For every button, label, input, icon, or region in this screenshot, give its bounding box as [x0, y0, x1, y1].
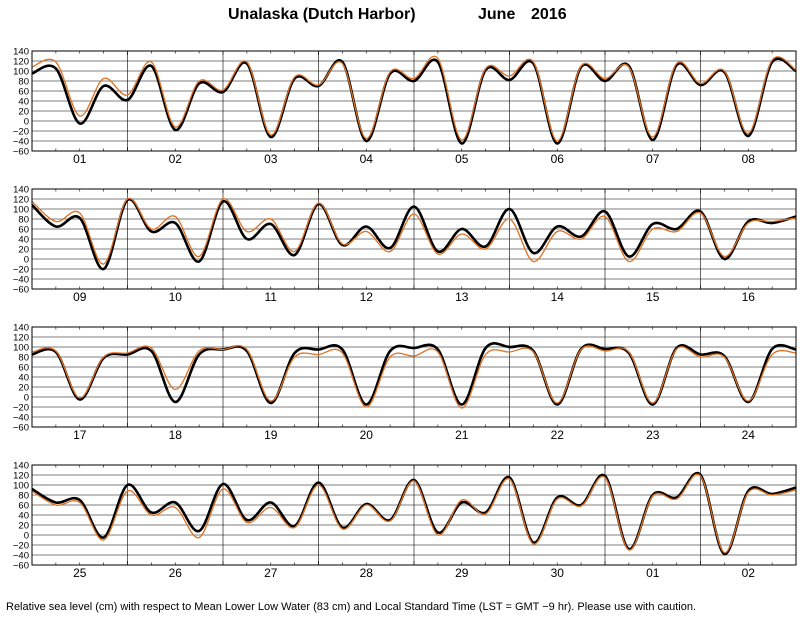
y-tick-label: 0 [24, 531, 29, 542]
day-label: 29 [455, 566, 469, 580]
day-label: 17 [73, 428, 87, 442]
y-tick-label: −40 [13, 275, 29, 286]
day-label: 24 [742, 428, 756, 442]
series-line-observed [32, 345, 796, 409]
y-tick-label: −20 [13, 127, 29, 138]
day-label: 03 [264, 152, 278, 166]
y-tick-label: −60 [13, 423, 29, 434]
day-label: 23 [646, 428, 660, 442]
day-label: 19 [264, 428, 278, 442]
y-tick-label: 100 [13, 481, 29, 492]
y-tick-label: 20 [18, 245, 29, 256]
day-label: 06 [551, 152, 565, 166]
title-month: June [478, 6, 516, 23]
y-tick-label: −60 [13, 285, 29, 296]
y-tick-label: 60 [18, 87, 29, 98]
y-tick-label: 80 [18, 215, 29, 226]
day-label: 07 [646, 152, 660, 166]
day-label: 14 [551, 290, 565, 304]
day-label: 15 [646, 290, 660, 304]
y-tick-label: 80 [18, 491, 29, 502]
y-tick-label: 80 [18, 353, 29, 364]
day-label: 13 [455, 290, 469, 304]
y-tick-label: 120 [13, 333, 29, 344]
y-tick-label: 0 [24, 255, 29, 266]
day-label: 01 [646, 566, 660, 580]
panel-frame [31, 326, 797, 428]
day-label: 18 [169, 428, 183, 442]
day-label: 25 [73, 566, 87, 580]
day-label: 10 [169, 290, 183, 304]
y-tick-label: −40 [13, 413, 29, 424]
y-tick-label: 40 [18, 373, 29, 384]
footer-note: Relative sea level (cm) with respect to … [6, 601, 697, 613]
y-tick-label: −20 [13, 541, 29, 552]
day-label: 21 [455, 428, 469, 442]
y-tick-label: 20 [18, 383, 29, 394]
day-label: 12 [360, 290, 374, 304]
panel-frame [31, 464, 797, 566]
y-tick-label: 140 [13, 47, 29, 58]
y-tick-label: 20 [18, 107, 29, 118]
day-label: 04 [360, 152, 374, 166]
day-label: 20 [360, 428, 374, 442]
y-tick-label: 0 [24, 393, 29, 404]
y-tick-label: 140 [13, 323, 29, 334]
series-line-observed [32, 55, 796, 142]
y-tick-label: 20 [18, 521, 29, 532]
y-tick-label: 120 [13, 471, 29, 482]
y-tick-label: 40 [18, 511, 29, 522]
day-label: 16 [742, 290, 756, 304]
y-tick-label: −40 [13, 551, 29, 562]
series-line-observed [32, 197, 796, 265]
y-tick-label: 140 [13, 461, 29, 472]
day-label: 11 [265, 290, 278, 304]
y-tick-label: −60 [13, 561, 29, 572]
y-tick-label: 40 [18, 235, 29, 246]
y-tick-label: −60 [13, 147, 29, 158]
y-tick-label: 0 [24, 117, 29, 128]
day-label: 09 [73, 290, 87, 304]
y-tick-label: 60 [18, 501, 29, 512]
y-tick-label: 100 [13, 343, 29, 354]
y-tick-label: 120 [13, 57, 29, 68]
day-label: 30 [551, 566, 565, 580]
day-label: 28 [360, 566, 374, 580]
chart-title: Unalaska (Dutch Harbor) June 2016 [0, 6, 800, 26]
series-line-predicted [32, 198, 796, 271]
series-line-observed [32, 473, 796, 554]
y-tick-label: 80 [18, 77, 29, 88]
y-tick-label: 40 [18, 97, 29, 108]
y-tick-label: −40 [13, 137, 29, 148]
y-tick-label: 120 [13, 195, 29, 206]
day-label: 27 [264, 566, 278, 580]
day-label: 01 [73, 152, 87, 166]
day-label: 05 [455, 152, 469, 166]
y-tick-label: 60 [18, 225, 29, 236]
day-label: 08 [742, 152, 756, 166]
day-label: 02 [742, 566, 756, 580]
day-label: 26 [169, 566, 183, 580]
panel-frame [31, 50, 797, 152]
day-label: 22 [551, 428, 565, 442]
day-label: 02 [169, 152, 183, 166]
panel-frame [31, 188, 797, 290]
y-tick-label: 60 [18, 363, 29, 374]
y-tick-label: 100 [13, 67, 29, 78]
y-tick-label: −20 [13, 265, 29, 276]
y-tick-label: 140 [13, 185, 29, 196]
y-tick-label: 100 [13, 205, 29, 216]
y-tick-label: −20 [13, 403, 29, 414]
title-year: 2016 [531, 6, 567, 23]
title-location: Unalaska (Dutch Harbor) [228, 6, 416, 23]
